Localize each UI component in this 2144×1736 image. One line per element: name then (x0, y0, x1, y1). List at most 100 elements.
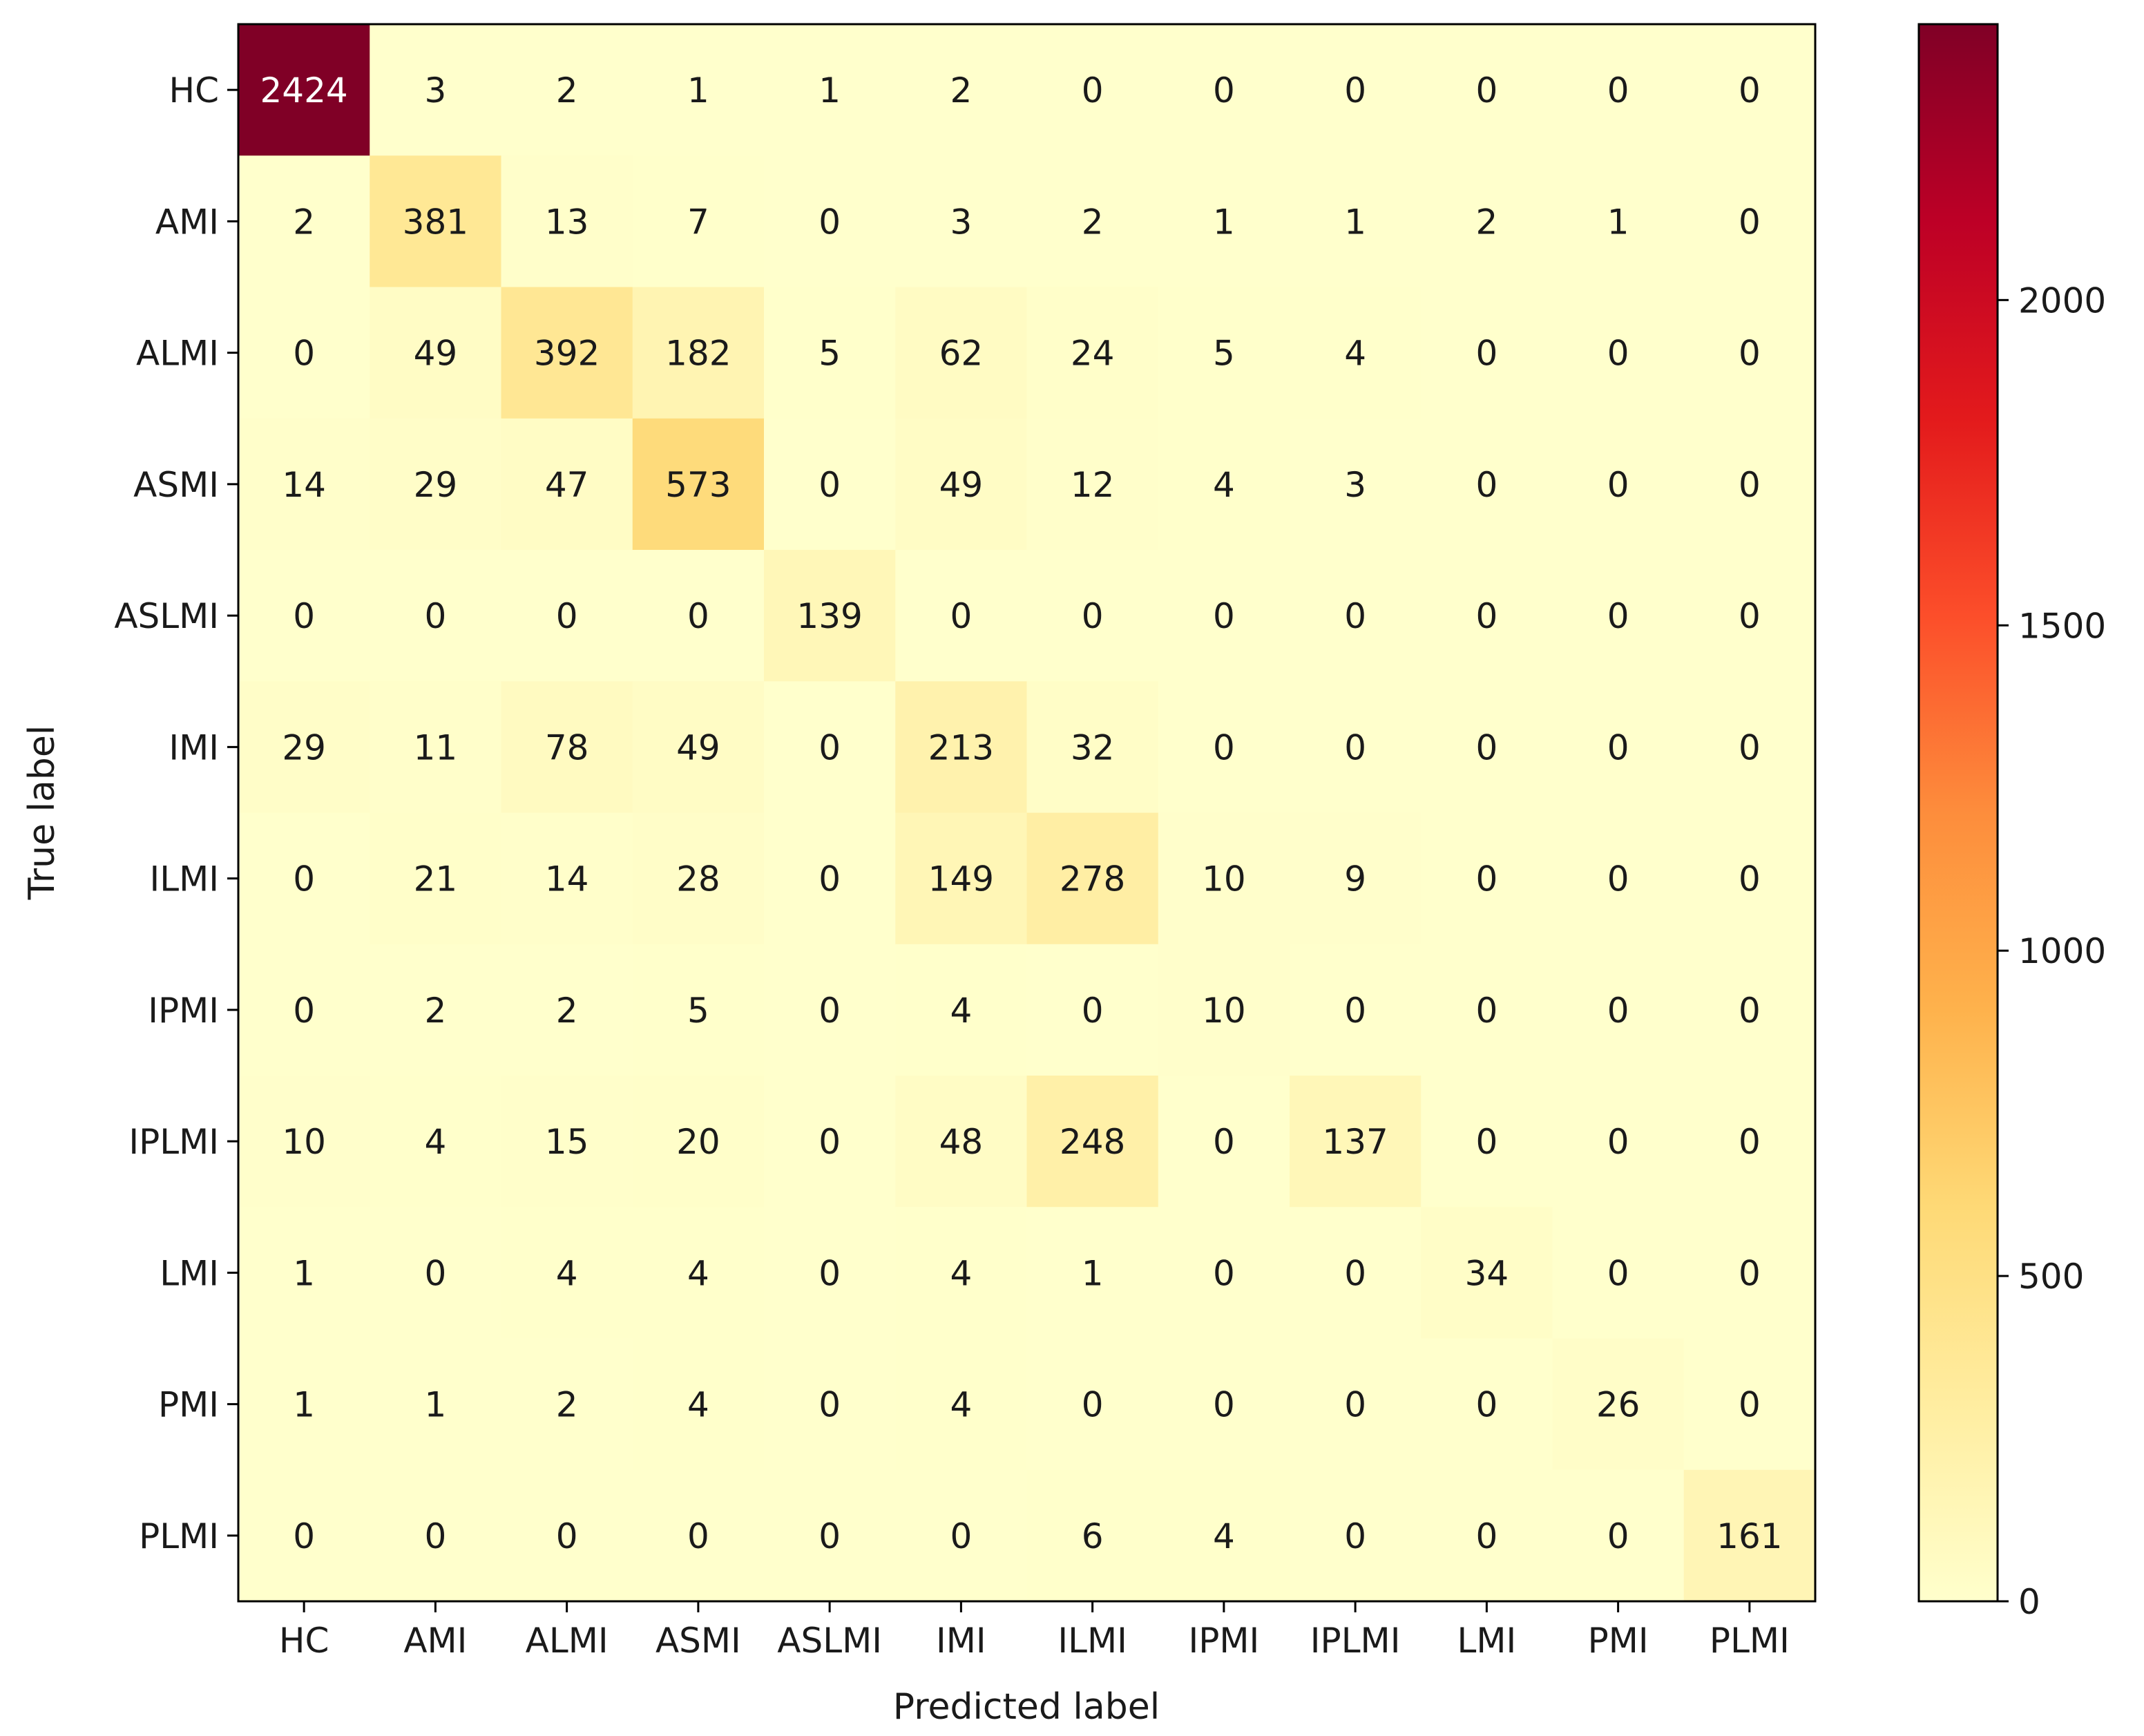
heatmap-cell (895, 155, 1028, 288)
heatmap-cell (632, 418, 765, 551)
x-tick-label: IPMI (1188, 1621, 1259, 1661)
heatmap-cell (238, 287, 370, 419)
heatmap-cell (1683, 24, 1816, 156)
heatmap-cell (1026, 24, 1159, 156)
heatmap-cell (1683, 155, 1816, 288)
heatmap-cell (1683, 1338, 1816, 1471)
cell-value-label: 4 (1213, 465, 1235, 505)
heatmap-cell (1290, 418, 1422, 551)
x-tick-label: PMI (1588, 1621, 1649, 1661)
x-tick-label: ALMI (526, 1621, 609, 1661)
cell-value-label: 0 (1213, 70, 1235, 111)
cell-value-label: 0 (1739, 202, 1761, 242)
heatmap-cell (632, 1076, 765, 1208)
cell-value-label: 0 (424, 596, 446, 636)
colorbar-tick-label: 2000 (2018, 280, 2106, 321)
heatmap-cell (895, 418, 1028, 551)
cell-value-label: 2 (424, 991, 446, 1031)
cell-value-label: 0 (1082, 1385, 1104, 1425)
y-tick-label: IPLMI (128, 1122, 219, 1162)
heatmap-cell (370, 155, 502, 288)
heatmap-cell (1421, 1076, 1553, 1208)
cell-value-label: 0 (819, 202, 841, 242)
heatmap-cell (1158, 287, 1290, 419)
heatmap-cell (1683, 1469, 1816, 1602)
cell-value-label: 161 (1716, 1516, 1782, 1556)
heatmap-cell (764, 681, 896, 814)
cell-value-label: 2424 (260, 70, 348, 111)
heatmap-cell (1158, 944, 1290, 1076)
colorbar (1917, 23, 1999, 1603)
cell-value-label: 0 (556, 596, 578, 636)
heatmap-cell (895, 1076, 1028, 1208)
heatmap-cell (1158, 418, 1290, 551)
cell-value-label: 0 (1082, 596, 1104, 636)
colorbar-ticks: 0 500 1000 1500 2000 (1998, 280, 2106, 1622)
heatmap-cell (1683, 944, 1816, 1076)
heatmap-cell (1158, 681, 1290, 814)
y-tick-label: LMI (160, 1253, 219, 1293)
heatmap-cell (238, 681, 370, 814)
heatmap-cell (1552, 1207, 1685, 1339)
heatmap-cell (1421, 1469, 1553, 1602)
heatmap-cell (895, 24, 1028, 156)
heatmap-cell (1421, 1338, 1553, 1471)
heatmap-cell (632, 944, 765, 1076)
cell-value-label: 0 (556, 1516, 578, 1556)
x-tick-label: HC (279, 1621, 329, 1661)
heatmap-cell (238, 155, 370, 288)
heatmap-cell (764, 155, 896, 288)
cell-value-label: 0 (1739, 727, 1761, 767)
heatmap-cell (1158, 1338, 1290, 1471)
cell-value-label: 12 (1071, 465, 1115, 505)
cell-value-label: 10 (1202, 859, 1246, 899)
cell-value-label: 29 (282, 727, 326, 767)
heatmap-cell (1026, 1076, 1159, 1208)
cell-value-label: 0 (819, 727, 841, 767)
cell-value-label: 182 (665, 334, 731, 374)
cell-value-label: 1 (687, 70, 709, 111)
cell-value-label: 13 (545, 202, 589, 242)
heatmap-cell (1026, 812, 1159, 945)
cell-value-label: 0 (293, 596, 315, 636)
cell-value-label: 5 (1213, 334, 1235, 374)
x-tick-label: PLMI (1710, 1621, 1790, 1661)
cell-value-label: 78 (545, 727, 589, 767)
cell-value-label: 0 (1739, 991, 1761, 1031)
x-tick-label: IPLMI (1310, 1621, 1401, 1661)
cell-value-label: 15 (545, 1122, 589, 1162)
heatmap-cell (370, 24, 502, 156)
cell-value-label: 4 (950, 1253, 972, 1293)
heatmap-cell (1421, 418, 1553, 551)
heatmap-cell (895, 681, 1028, 814)
heatmap-cell (238, 418, 370, 551)
cell-value-label: 139 (796, 596, 862, 636)
heatmap-cell (632, 155, 765, 288)
cell-value-label: 0 (1607, 465, 1629, 505)
cell-value-label: 0 (1475, 1385, 1497, 1425)
cell-value-label: 49 (939, 465, 984, 505)
heatmap-cell (238, 944, 370, 1076)
heatmap-cell (764, 812, 896, 945)
cell-value-label: 32 (1071, 727, 1115, 767)
cell-value-label: 1 (293, 1253, 315, 1293)
cell-value-label: 278 (1060, 859, 1125, 899)
heatmap-cell (895, 944, 1028, 1076)
heatmap-cell (1290, 550, 1422, 682)
cell-value-label: 14 (282, 465, 326, 505)
heatmap-cell (764, 1338, 896, 1471)
cell-value-label: 11 (414, 727, 458, 767)
heatmap-cell (1290, 1207, 1422, 1339)
heatmap-cell (1158, 24, 1290, 156)
cell-value-label: 0 (293, 859, 315, 899)
heatmap-cell (370, 812, 502, 945)
heatmap-cell (1026, 1469, 1159, 1602)
heatmap-cell (1026, 1207, 1159, 1339)
cell-value-label: 0 (1739, 1385, 1761, 1425)
cell-value-label: 5 (687, 991, 709, 1031)
cell-value-label: 0 (819, 1516, 841, 1556)
cell-value-label: 21 (414, 859, 458, 899)
cell-value-label: 0 (1739, 70, 1761, 111)
cell-value-label: 29 (414, 465, 458, 505)
